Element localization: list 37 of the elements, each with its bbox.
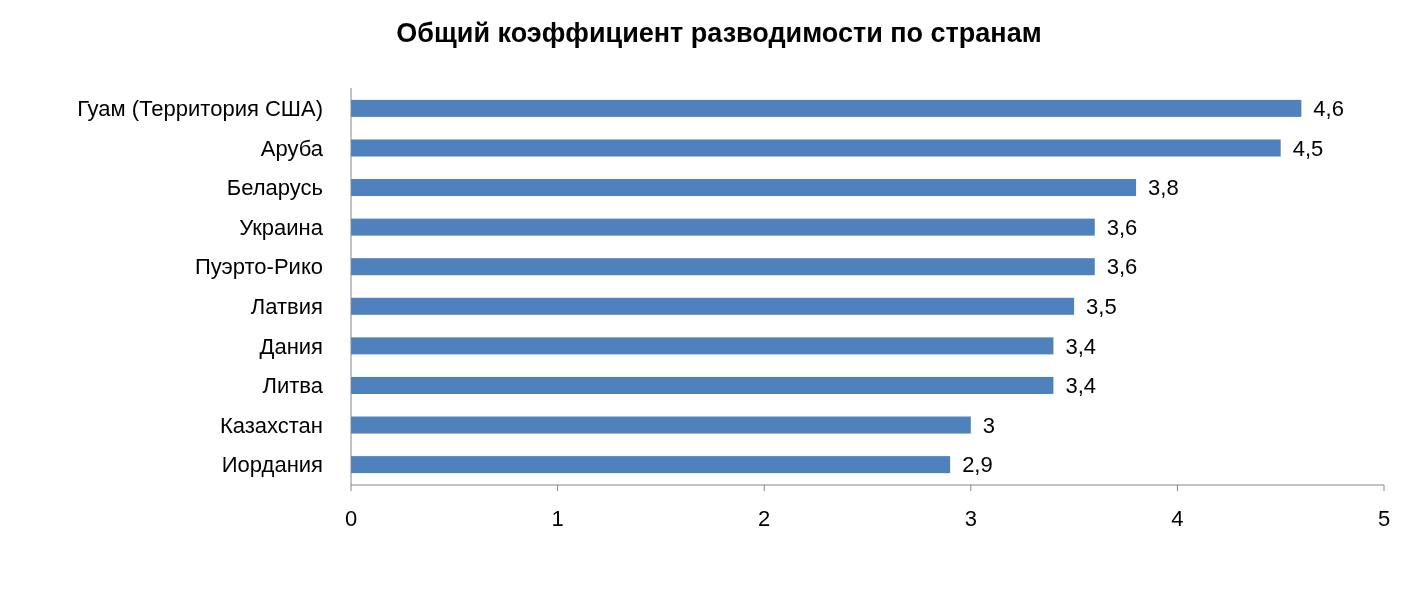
data-label: 2,9 bbox=[962, 452, 993, 478]
bar bbox=[351, 218, 1095, 236]
data-label: 3,4 bbox=[1065, 333, 1097, 359]
y-tick-label: Пуэрто-Рико bbox=[194, 254, 323, 280]
data-label: 3,6 bbox=[1106, 254, 1138, 280]
x-tick-label: 4 bbox=[1171, 506, 1184, 531]
y-tick-label: Латвия bbox=[250, 293, 323, 319]
y-tick-label: Дания bbox=[259, 333, 323, 359]
data-label: 3,5 bbox=[1086, 293, 1117, 319]
y-tick-label: Иордания bbox=[221, 452, 323, 478]
x-tick-label: 3 bbox=[964, 506, 977, 531]
bar bbox=[351, 139, 1281, 157]
y-tick-label: Беларусь bbox=[226, 175, 323, 201]
y-tick-label: Казахстан bbox=[219, 412, 323, 438]
bar bbox=[351, 376, 1054, 394]
bar bbox=[351, 297, 1075, 315]
x-tick-label: 5 bbox=[1377, 506, 1391, 531]
x-tick-label: 2 bbox=[758, 506, 771, 531]
bar bbox=[351, 258, 1095, 276]
x-tick-label: 1 bbox=[551, 506, 564, 531]
y-tick-label: Гуам (Территория США) bbox=[77, 96, 323, 122]
bar bbox=[351, 456, 951, 474]
data-label: 3 bbox=[982, 412, 996, 438]
data-label: 4,5 bbox=[1292, 135, 1324, 161]
data-label: 3,6 bbox=[1106, 214, 1138, 240]
bar bbox=[351, 416, 971, 434]
data-label: 3,4 bbox=[1065, 373, 1097, 399]
y-tick-label: Аруба bbox=[260, 135, 324, 161]
bar bbox=[351, 337, 1054, 355]
bar bbox=[351, 99, 1302, 117]
data-label: 4,6 bbox=[1313, 96, 1344, 122]
bar bbox=[351, 179, 1137, 197]
y-tick-label: Украина bbox=[239, 214, 324, 240]
chart-title: Общий коэффициент разводимости по странам bbox=[396, 18, 1042, 48]
data-label: 3,8 bbox=[1148, 175, 1179, 201]
x-tick-label: 0 bbox=[344, 506, 358, 531]
y-tick-label: Литва bbox=[262, 373, 324, 399]
